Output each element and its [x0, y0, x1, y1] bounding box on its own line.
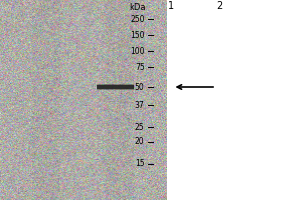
- Text: 15: 15: [135, 160, 145, 168]
- Text: 20: 20: [135, 138, 145, 146]
- FancyBboxPatch shape: [97, 85, 134, 89]
- Text: 100: 100: [130, 46, 145, 55]
- Text: 1: 1: [168, 1, 174, 11]
- Text: 75: 75: [135, 62, 145, 72]
- Text: 250: 250: [130, 15, 145, 23]
- Text: 25: 25: [135, 122, 145, 132]
- Text: 2: 2: [216, 1, 222, 11]
- Text: 50: 50: [135, 82, 145, 92]
- Text: 37: 37: [135, 100, 145, 110]
- Text: kDa: kDa: [129, 3, 146, 12]
- Text: 150: 150: [130, 30, 145, 40]
